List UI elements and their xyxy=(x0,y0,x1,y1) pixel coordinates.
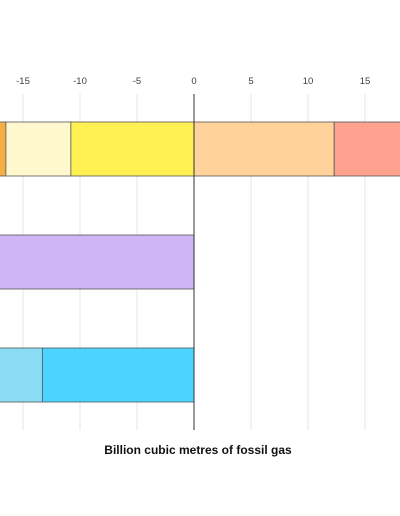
bar-segment xyxy=(70,121,195,177)
bar-segment xyxy=(0,121,7,177)
bar-segment xyxy=(193,121,335,177)
x-axis-title: Billion cubic metres of fossil gas xyxy=(104,443,292,457)
bar-segment xyxy=(5,121,72,177)
x-tick-labels: -15 -10 -5 0 5 10 15 xyxy=(16,76,370,87)
bar-segment xyxy=(0,234,195,290)
x-tick-label: -5 xyxy=(133,76,141,87)
bars xyxy=(0,121,400,403)
x-tick-label: -10 xyxy=(73,76,87,87)
x-tick-label: -15 xyxy=(16,76,30,87)
x-tick-label: 15 xyxy=(360,76,371,87)
bar-segment xyxy=(333,121,400,177)
x-tick-label: 0 xyxy=(191,76,196,87)
x-tick-label: 10 xyxy=(303,76,314,87)
x-tick-label: 5 xyxy=(248,76,253,87)
bar-segment xyxy=(41,347,195,403)
bar-segment xyxy=(0,347,43,403)
